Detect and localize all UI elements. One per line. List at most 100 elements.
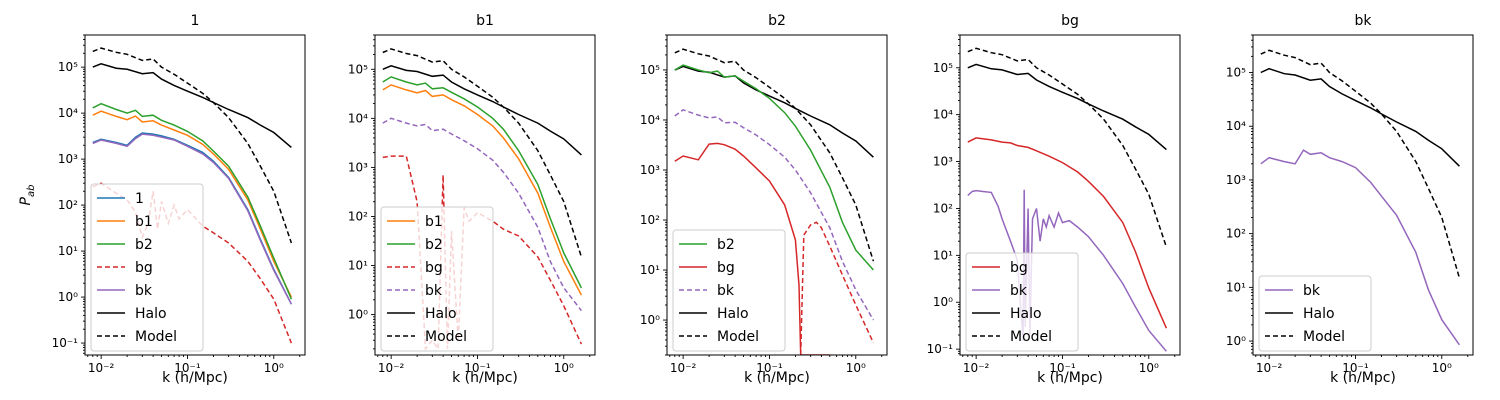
legend-label-bg: bg (425, 260, 443, 276)
x-tick-label: 10⁻² (670, 361, 697, 375)
x-tick-label: 10⁻² (963, 361, 990, 375)
legend-label-Model: Model (1303, 329, 1345, 345)
panel-bk: 10⁻² 10⁻¹ 10⁰ 10⁰ 10¹ 10² 10³ 10⁴ 10⁵ bk k (h/Mpc)… (1226, 13, 1474, 386)
axes-frame (1252, 34, 1474, 356)
legend-box (1258, 275, 1372, 352)
series-group (674, 48, 875, 355)
legend-label-Model: Model (135, 329, 177, 345)
y-tick-label: 10⁰ (1226, 334, 1246, 348)
y-tick-label: 10⁴ (933, 108, 953, 122)
series-line-b2 (382, 76, 583, 289)
legend: b1 b2 bg bk Halo Model (380, 206, 494, 352)
series-line-Model (674, 48, 875, 262)
y-axis-label: Pab (18, 185, 37, 206)
x-tick-label: 10⁻¹ (756, 361, 783, 375)
legend: bg bk Halo Model (965, 252, 1079, 352)
legend-label-Model: Model (717, 329, 759, 345)
y-tick-label: 10² (58, 198, 78, 212)
axes-frame (374, 34, 596, 356)
legend-label-bk: bk (1303, 283, 1321, 299)
x-axis-label: k (h/Mpc) (162, 370, 228, 386)
panel-b1: 10⁻² 10⁻¹ 10⁰ 10⁰ 10¹ 10² 10³ 10⁴ 10⁵ b1 k (h/Mpc)… (348, 13, 596, 386)
legend-label-Halo: Halo (717, 306, 749, 322)
y-tick-label: 10¹ (1226, 280, 1246, 294)
x-tick-label: 10⁻² (1256, 361, 1283, 375)
x-tick-label: 10⁰ (554, 361, 574, 375)
y-tick-label: 10⁵ (58, 60, 78, 74)
legend-box (380, 206, 494, 352)
series-group (1260, 49, 1461, 346)
y-tick-label: 10⁴ (1226, 119, 1246, 133)
legend: 1 b1 b2 bg bk Halo Model (90, 183, 204, 352)
series-line-Model (967, 47, 1168, 248)
panel-title: 1 (191, 13, 200, 29)
y-tick-label: 10⁰ (348, 308, 368, 322)
x-tick-label: 10⁻¹ (1049, 361, 1076, 375)
series-group (382, 48, 583, 352)
x-tick-label: 10⁰ (1432, 361, 1452, 375)
panel-1: 10⁻² 10⁻¹ 10⁰ 10⁻¹ 10⁰ 10¹ 10² 10³ 10⁴ 10⁵ 1 k (h/M… (18, 13, 306, 386)
x-axis-label: k (h/Mpc) (744, 370, 810, 386)
legend-label-Model: Model (425, 329, 467, 345)
x-tick-label: 10⁻² (88, 361, 115, 375)
series-line-bg (967, 137, 1168, 329)
y-tick-label: 10³ (640, 163, 660, 177)
series-line-Halo (674, 65, 874, 158)
series-line-bk (382, 117, 582, 312)
series-line-b1 (92, 110, 293, 298)
series-line-bg (674, 142, 830, 355)
x-axis-label: k (h/Mpc) (452, 370, 518, 386)
panel-title: bg (1061, 13, 1079, 29)
x-tick-label: 10⁰ (1139, 361, 1159, 375)
panel-title: b1 (476, 13, 494, 29)
legend: b2 bg bk Halo Model (672, 229, 786, 352)
y-tick-label: 10² (640, 213, 660, 227)
y-tick-label: 10⁻¹ (927, 342, 954, 356)
legend-label-bg: bg (1010, 260, 1028, 276)
legend-box (672, 229, 786, 352)
y-tick-label: 10³ (58, 152, 78, 166)
series-line-b2 (674, 64, 874, 271)
y-tick-label: 10⁵ (640, 63, 660, 77)
axes-frame (959, 34, 1181, 356)
y-tick-label: 10¹ (640, 263, 660, 277)
y-tick-label: 10³ (1226, 173, 1246, 187)
series-line-bk (674, 108, 875, 321)
legend-label-bk: bk (135, 283, 153, 299)
y-tick-label: 10⁵ (933, 61, 953, 75)
panel-title: b2 (768, 13, 786, 29)
y-tick-label: 10⁰ (933, 295, 953, 309)
y-tick-label: 10¹ (933, 248, 953, 262)
series-line-Model (92, 47, 293, 244)
series-line-b2 (92, 102, 293, 300)
y-tick-label: 10¹ (348, 259, 368, 273)
y-tick-label: 10³ (933, 155, 953, 169)
legend-label-1: 1 (135, 191, 144, 207)
series-line-Halo (92, 63, 292, 148)
series-line-bg-dashed (799, 221, 875, 355)
series-line-Model (382, 48, 583, 258)
legend-label-Model: Model (1010, 329, 1052, 345)
y-tick-label: 10¹ (58, 244, 78, 258)
legend-label-b2: b2 (717, 237, 735, 253)
legend: bk Halo Model (1258, 275, 1372, 352)
legend-label-bg: bg (135, 260, 153, 276)
legend-label-Halo: Halo (1010, 306, 1042, 322)
axes-frame (666, 34, 888, 356)
legend-label-bk: bk (717, 283, 735, 299)
series-line-Model (1260, 49, 1461, 279)
x-axis-label: k (h/Mpc) (1330, 370, 1396, 386)
legend-label-b1: b1 (135, 214, 153, 230)
series-line-bk (92, 133, 293, 305)
legend-label-Halo: Halo (135, 306, 167, 322)
series-line-b1 (382, 84, 583, 296)
panel-title: bk (1355, 13, 1373, 29)
x-tick-label: 10⁰ (846, 361, 866, 375)
y-tick-label: 10² (933, 201, 953, 215)
legend-label-b1: b1 (425, 214, 443, 230)
series-group (967, 47, 1168, 352)
y-tick-label: 10³ (348, 160, 368, 174)
legend-label-b2: b2 (135, 237, 153, 253)
y-tick-label: 10² (348, 209, 368, 223)
